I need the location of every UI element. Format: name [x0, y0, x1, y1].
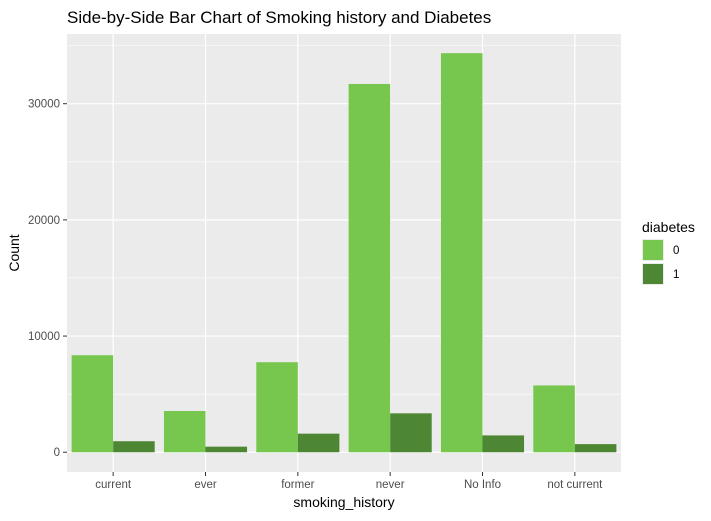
legend: diabetes 0 1	[642, 219, 695, 285]
legend-label-1: 1	[673, 269, 679, 281]
bar-ever-diabetes-1	[205, 446, 248, 453]
y-tick-label: 0	[54, 447, 60, 459]
bar-former-diabetes-0	[256, 362, 298, 453]
y-tick-label: 20000	[28, 215, 60, 227]
legend-title: diabetes	[642, 219, 695, 235]
x-tick-label: not current	[547, 479, 603, 491]
x-tick-label: No Info	[464, 479, 501, 491]
legend-swatch-1	[643, 264, 663, 284]
gridlines	[67, 34, 621, 472]
bar-not-current-diabetes-0	[533, 385, 575, 453]
bar-no-info-diabetes-0	[440, 53, 483, 453]
bar-current-diabetes-0	[71, 355, 114, 453]
bar-current-diabetes-1	[113, 441, 155, 453]
bar-never-diabetes-0	[348, 83, 391, 453]
x-axis: current ever former never No Info not current	[95, 472, 603, 491]
x-tick-label: ever	[194, 479, 217, 491]
bar-no-info-diabetes-1	[482, 435, 525, 453]
bar-ever-diabetes-0	[163, 411, 206, 453]
legend-swatch-0	[643, 240, 663, 260]
x-tick-label: never	[376, 479, 405, 491]
bar-never-diabetes-1	[390, 413, 432, 453]
y-axis-label: Count	[6, 234, 22, 271]
chart-title: Side-by-Side Bar Chart of Smoking histor…	[67, 8, 491, 27]
y-tick-label: 10000	[28, 331, 60, 343]
y-tick-label: 30000	[28, 99, 60, 111]
y-axis: 0 10000 20000 30000	[28, 99, 67, 459]
x-axis-label: smoking_history	[293, 494, 394, 510]
bar-former-diabetes-1	[297, 433, 340, 453]
x-tick-label: former	[281, 479, 314, 491]
legend-label-0: 0	[673, 245, 679, 257]
plot-panel	[67, 34, 621, 472]
x-tick-label: current	[95, 479, 132, 491]
bar-not-current-diabetes-1	[574, 444, 617, 453]
bars	[71, 53, 617, 453]
